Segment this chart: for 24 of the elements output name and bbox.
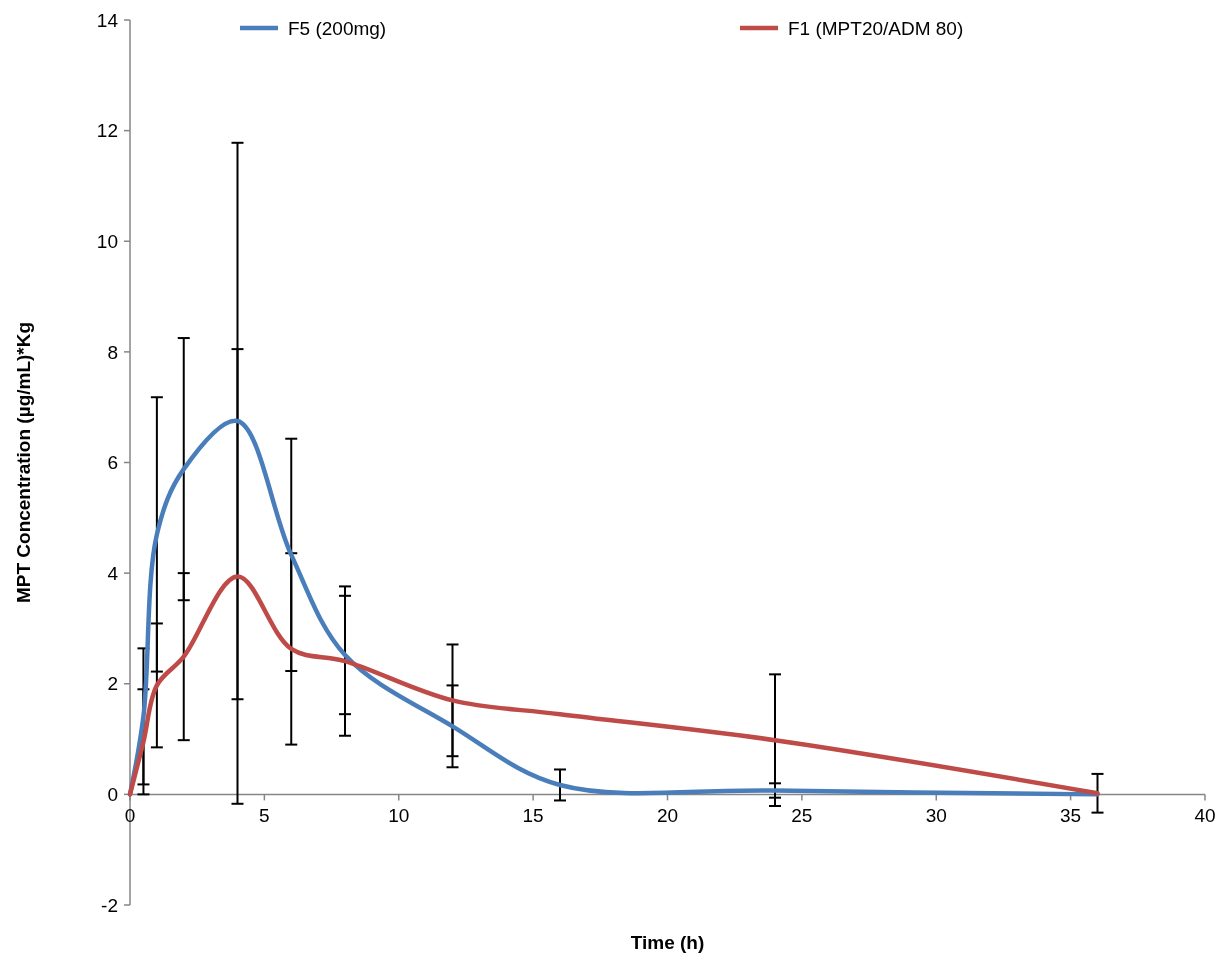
y-tick-label: 2 (107, 673, 118, 695)
y-tick-label: -2 (101, 894, 118, 916)
x-tick-label: 15 (522, 805, 544, 827)
x-axis-title: Time (h) (630, 932, 705, 953)
x-tick-label: 25 (791, 805, 813, 827)
x-tick-label: 20 (656, 805, 679, 827)
y-tick-label: 14 (96, 9, 119, 31)
y-axis-title: MPT Concentration (µg/mL)*Kg (13, 321, 34, 604)
line-series (127, 418, 1100, 797)
y-tick-label: 12 (96, 120, 118, 142)
legend-label: F5 (200mg) (288, 17, 387, 39)
x-tick-label: 10 (388, 805, 410, 827)
y-tick-label: 10 (96, 230, 118, 252)
x-tick-label: 0 (124, 805, 136, 827)
x-tick-label: 40 (1194, 805, 1216, 827)
y-tick-label: 0 (107, 784, 118, 806)
x-tick-label: 5 (259, 805, 270, 827)
y-tick-label: 4 (107, 562, 119, 584)
line-series (127, 574, 1100, 797)
x-tick-label: 30 (925, 805, 947, 827)
y-tick-label: 8 (107, 341, 118, 363)
x-tick-label: 35 (1060, 805, 1082, 827)
y-tick-label: 6 (107, 452, 118, 474)
legend-label: F1 (MPT20/ADM 80) (788, 17, 964, 39)
